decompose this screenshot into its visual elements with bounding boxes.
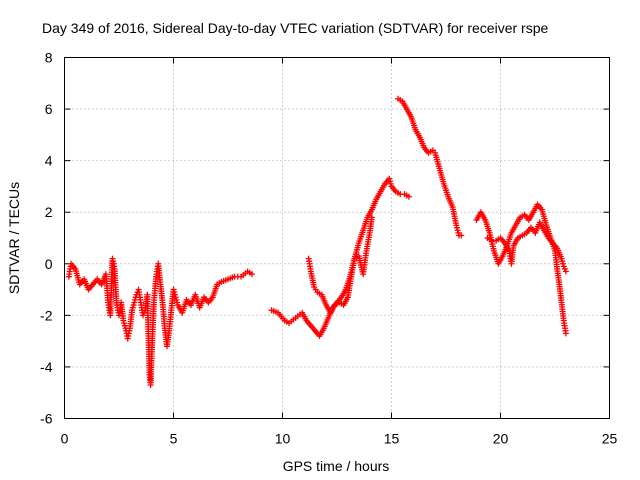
y-tick-label: 4 xyxy=(45,153,53,169)
x-tick-label: 0 xyxy=(61,431,69,447)
data-point xyxy=(405,193,412,200)
y-tick-label: 6 xyxy=(45,101,53,117)
chart-title: Day 349 of 2016, Sidereal Day-to-day VTE… xyxy=(42,20,548,36)
data-point xyxy=(562,268,569,275)
x-tick-label: 5 xyxy=(170,431,178,447)
y-tick-label: 2 xyxy=(45,204,53,220)
y-tick-label: -2 xyxy=(40,307,53,323)
x-tick-label: 15 xyxy=(384,431,400,447)
data-point xyxy=(248,271,255,278)
y-axis-label: SDTVAR / TECUs xyxy=(6,182,22,294)
plot-frame xyxy=(64,57,610,419)
data-point xyxy=(562,330,569,337)
x-tick-label: 20 xyxy=(493,431,509,447)
x-tick-label: 10 xyxy=(275,431,291,447)
y-tick-label: -4 xyxy=(40,359,53,375)
y-tick-label: 0 xyxy=(45,256,53,272)
tick-labels: 0 5 10 15 20 25 -6 -4 -2 0 2 4 6 8 xyxy=(40,50,617,447)
x-tick-label: 25 xyxy=(602,431,618,447)
y-tick-label: -6 xyxy=(40,411,53,427)
data-point xyxy=(458,232,465,239)
x-axis-label: GPS time / hours xyxy=(283,458,390,474)
axis-ticks xyxy=(64,57,610,419)
data-points xyxy=(65,95,569,388)
data-point xyxy=(368,214,375,221)
y-tick-label: 8 xyxy=(45,50,53,66)
grid-lines xyxy=(64,57,610,419)
